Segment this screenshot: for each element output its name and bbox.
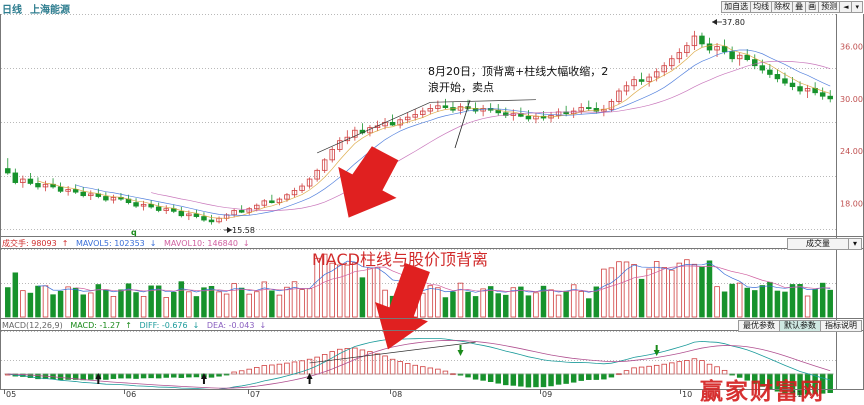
macd-param-buttons: 最优参数 默认参数 指标说明 xyxy=(738,320,862,332)
moving-average-button[interactable]: 均线 xyxy=(750,1,773,13)
indicator-help-button[interactable]: 指标说明 xyxy=(820,320,862,332)
title-bar: 日线 上海能源 加自选 均线 除权 叠 画 预测 ◄ ▾ xyxy=(0,0,864,16)
mavol5-arrow: ↓ xyxy=(149,239,157,248)
volume-info-bar: 成交手: 98093 ↑ MAVOL5: 102353 ↓ MAVOL10: 146… xyxy=(2,238,255,250)
diff-value: DIFF: -0.676 xyxy=(139,321,188,330)
marker-q-label: q xyxy=(131,228,137,237)
macd-info-bar: MACD(12,26,9) MACD: -1.27 ↑ DIFF: -0.676 ↓… xyxy=(2,320,271,332)
x-axis-tick xyxy=(390,389,391,394)
x-axis-tick xyxy=(248,389,249,394)
diff-arrow: ↓ xyxy=(192,321,200,330)
chevron-down-icon[interactable]: ▾ xyxy=(851,1,863,13)
x-axis-tick xyxy=(124,389,125,394)
x-axis-label: 05 xyxy=(6,390,17,399)
dea-value: DEA: -0.043 xyxy=(206,321,255,330)
x-axis-label: 10 xyxy=(682,390,693,399)
divider-xaxis xyxy=(0,389,864,390)
x-axis-tick xyxy=(790,389,791,394)
draw-button[interactable]: 画 xyxy=(805,1,820,13)
nav-left-icon[interactable]: ◄ xyxy=(839,1,853,13)
x-axis-label: 07 xyxy=(250,390,261,399)
divider-volume-top xyxy=(0,248,864,249)
macd-value: MACD: -1.27 xyxy=(70,321,121,330)
price-chart-panel[interactable] xyxy=(0,14,864,236)
macd-annotation: MACD柱线与股价顶背离 xyxy=(312,250,488,269)
forecast-button[interactable]: 预测 xyxy=(818,1,841,13)
add-favorite-button[interactable]: 加自选 xyxy=(721,1,752,13)
volume-shares-arrow: ↑ xyxy=(61,239,69,248)
x-axis: 05 06 07 08 09 10 11 xyxy=(0,389,864,405)
x-axis-tick xyxy=(680,389,681,394)
optimal-params-button[interactable]: 最优参数 xyxy=(738,320,780,332)
volume-selector-chevron-down-icon[interactable]: ▾ xyxy=(847,238,862,250)
overlay-button[interactable]: 叠 xyxy=(792,1,807,13)
volume-selector-label[interactable]: 成交量 xyxy=(786,238,849,250)
frame-right-price xyxy=(836,14,837,389)
volume-selector[interactable]: 成交量 ▾ xyxy=(786,238,862,250)
macd-title: MACD(12,26,9) xyxy=(2,321,63,330)
stock-name-label: 上海能源 xyxy=(30,5,70,16)
divider-volume-macd xyxy=(0,318,864,319)
top-toolbar: 加自选 均线 除权 叠 画 预测 ◄ ▾ xyxy=(721,1,863,13)
x-axis-label: 09 xyxy=(542,390,553,399)
divider-macd-top xyxy=(0,330,864,331)
mavol10-value: MAVOL10: 146840 xyxy=(164,239,238,248)
x-axis-label: 08 xyxy=(392,390,403,399)
price-annotation: 8月20日，顶背离+柱线大幅收缩，2 浪开始，卖点 xyxy=(428,65,609,94)
period-label: 日线 xyxy=(2,5,22,16)
dea-arrow: ↓ xyxy=(259,321,267,330)
mavol10-arrow: ↓ xyxy=(242,239,250,248)
divider-price-volume xyxy=(0,236,864,237)
x-axis-label: 06 xyxy=(126,390,137,399)
frame-left xyxy=(0,14,1,389)
high-price-label: 37.80 xyxy=(722,18,745,27)
x-axis-tick xyxy=(540,389,541,394)
volume-shares-value: 成交手: 98093 xyxy=(2,239,57,248)
low-price-label: 15.58 xyxy=(232,226,255,235)
watermark: 赢家财富网 xyxy=(700,379,825,405)
macd-arrow: ↑ xyxy=(125,321,132,330)
mavol5-value: MAVOL5: 102353 xyxy=(75,239,145,248)
x-axis-tick xyxy=(4,389,5,394)
ex-rights-button[interactable]: 除权 xyxy=(771,1,794,13)
default-params-button[interactable]: 默认参数 xyxy=(779,320,821,332)
x-axis-label: 11 xyxy=(792,390,803,399)
